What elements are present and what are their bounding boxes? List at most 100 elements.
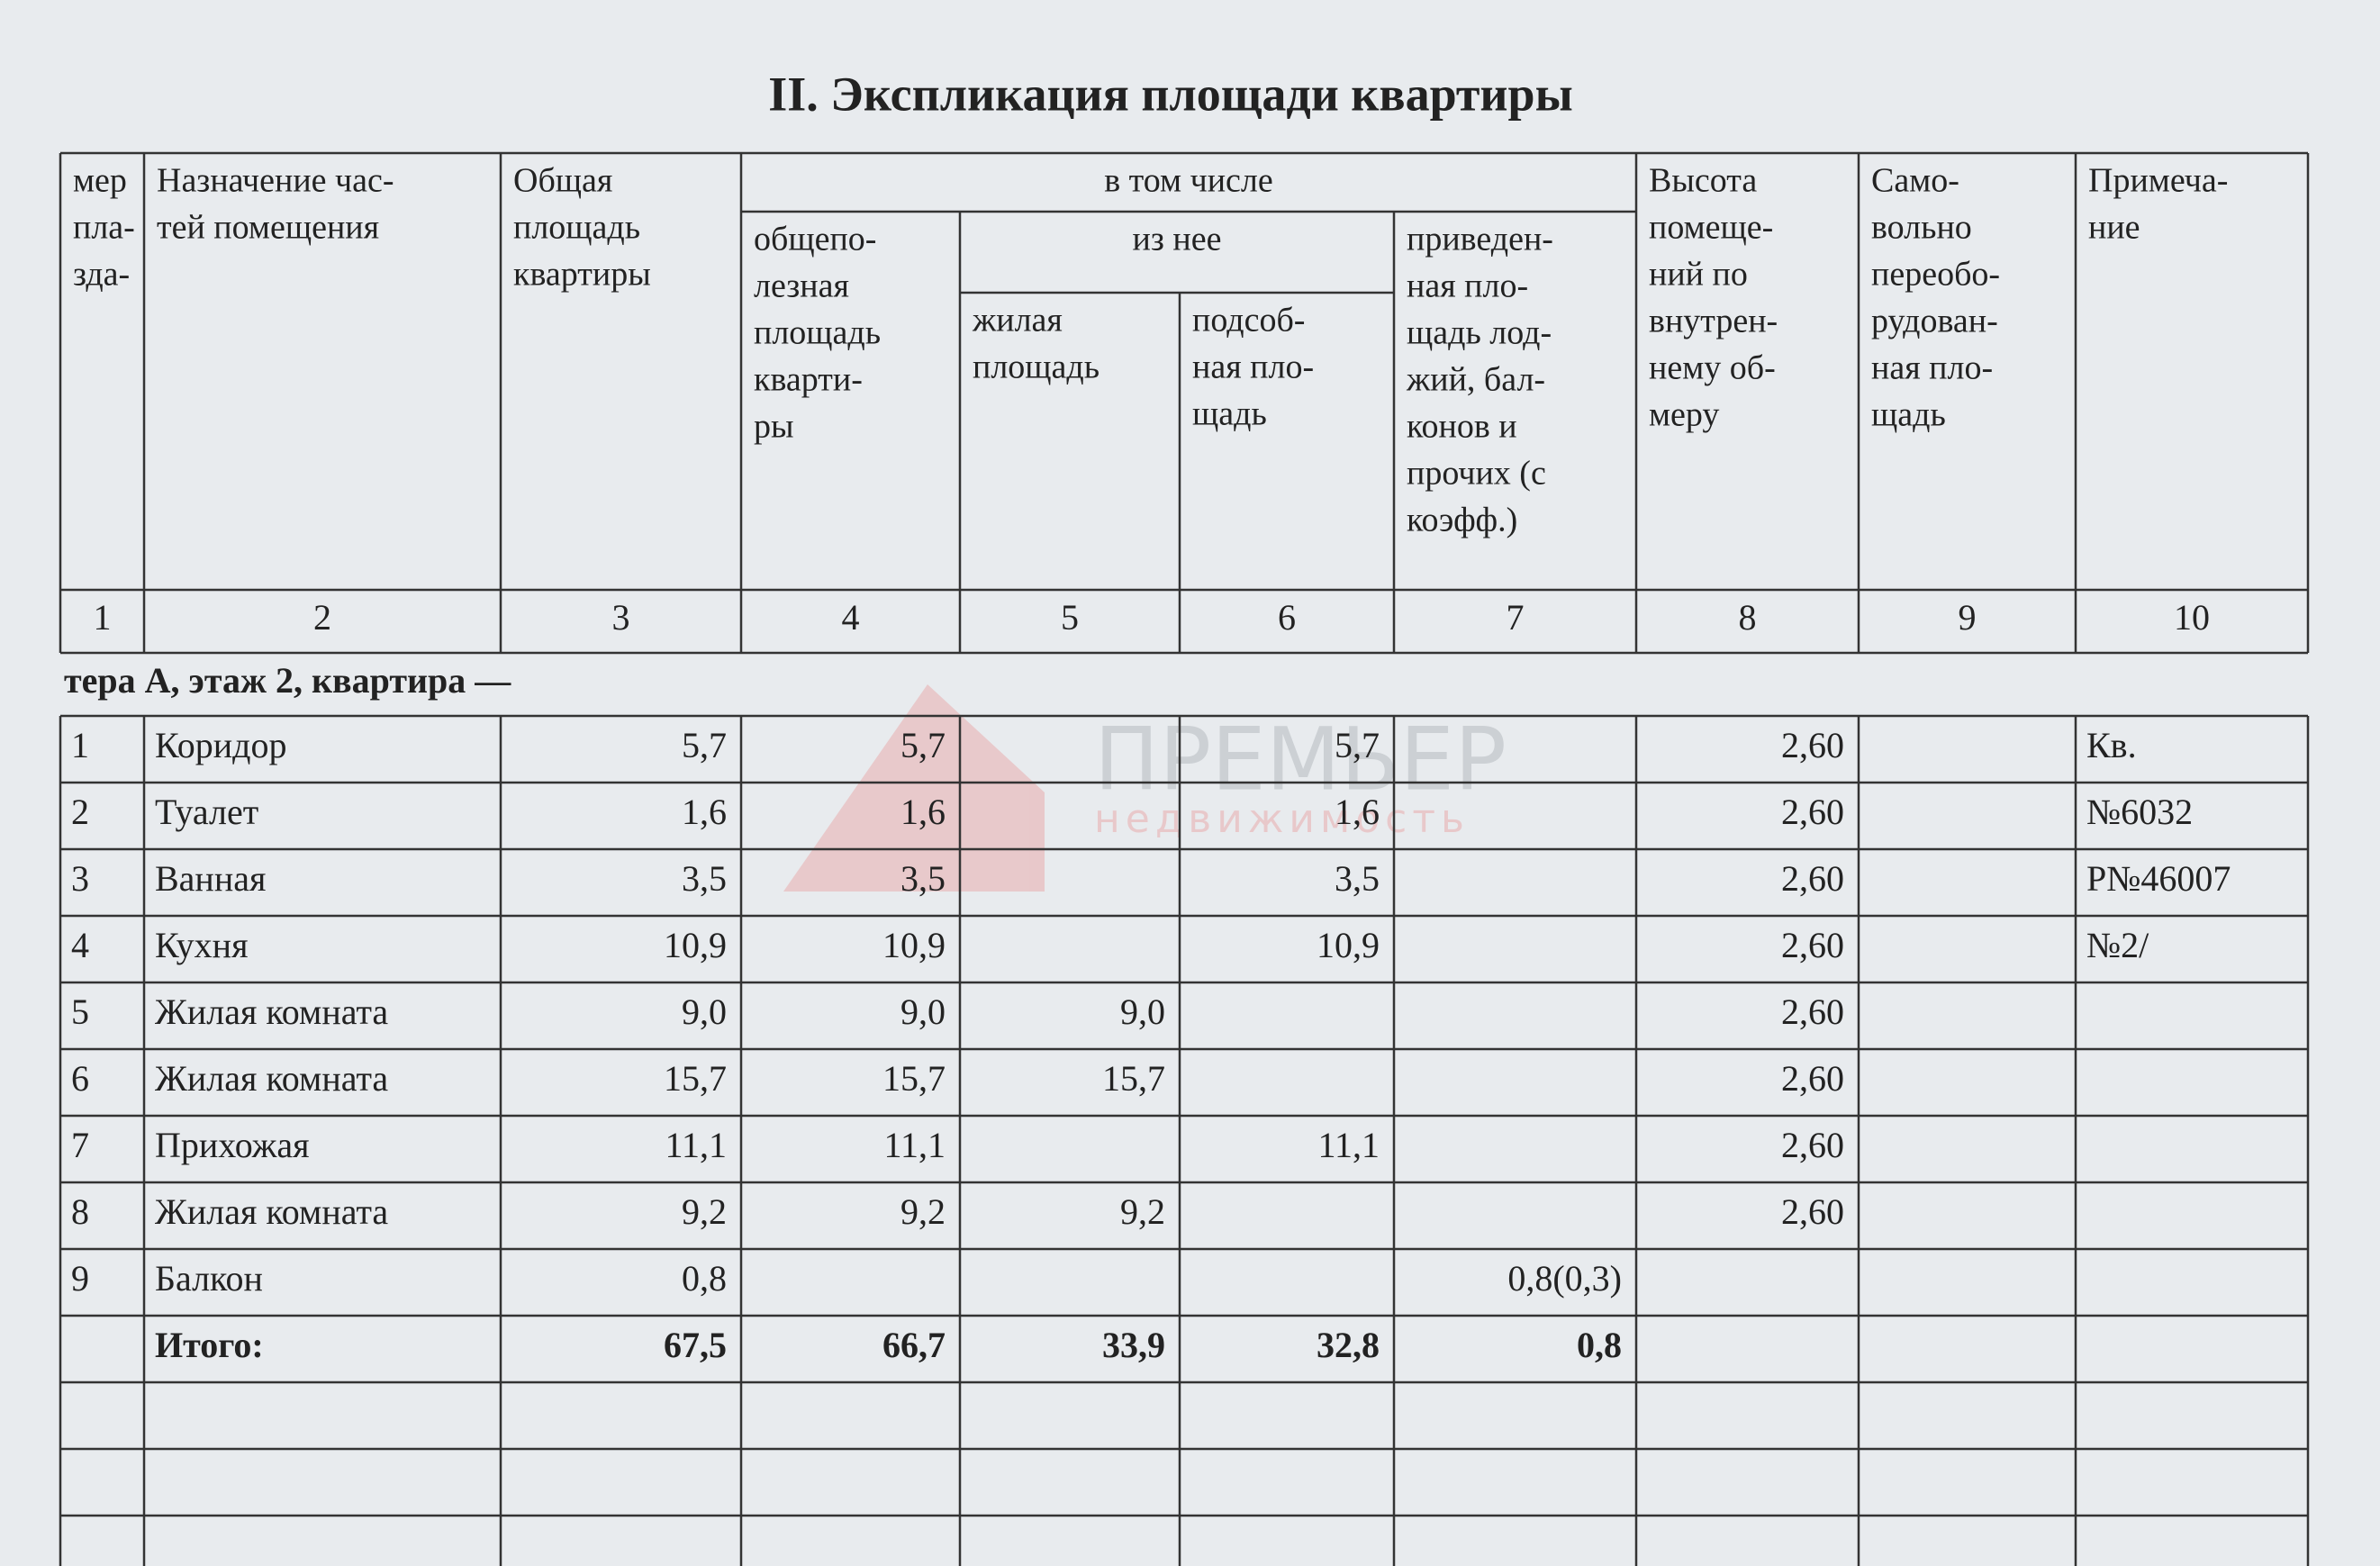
watermark-logo: [783, 684, 1045, 892]
cell-value: 0,8: [1577, 1325, 1622, 1365]
header-text: в том числе: [1104, 162, 1273, 200]
cell-value: 5: [71, 991, 89, 1032]
header-text: площадь: [973, 349, 1100, 386]
cell-value: 1,6: [900, 792, 946, 832]
watermark-tagline: недвижимость: [1094, 796, 1470, 842]
header-text: приведен-: [1407, 221, 1553, 258]
cell-value: 15,7: [882, 1058, 946, 1099]
header-text: ная пло-: [1407, 267, 1528, 305]
room-name: Кухня: [155, 925, 248, 965]
room-name: Жилая комната: [155, 1058, 388, 1099]
cell-value: 3,5: [682, 858, 727, 899]
cell-value: 9: [71, 1258, 89, 1299]
note: №6032: [2086, 792, 2193, 832]
column-number: 2: [313, 597, 331, 638]
section-label: тера А, этаж 2, квартира —: [64, 660, 511, 701]
cell-value: 32,8: [1317, 1325, 1380, 1365]
cell-value: 5,7: [900, 725, 946, 765]
cell-value: 8: [71, 1191, 89, 1232]
header-text: ние: [2088, 209, 2140, 247]
cell-value: 9,2: [900, 1191, 946, 1232]
header-text: Само-: [1871, 162, 1959, 200]
header-text: прочих (с: [1407, 455, 1546, 493]
header-text: ная пло-: [1192, 349, 1314, 386]
header-text: щадь: [1871, 396, 1946, 434]
header-text: переобо-: [1871, 256, 2000, 294]
cell-value: 1,6: [1335, 792, 1380, 832]
cell-value: 2,60: [1781, 1191, 1844, 1232]
cell-value: 2: [71, 792, 89, 832]
column-number: 5: [1061, 597, 1079, 638]
cell-value: 9,0: [1120, 991, 1165, 1032]
header-text: мер: [73, 162, 127, 200]
cell-value: 33,9: [1102, 1325, 1165, 1365]
cell-value: 9,2: [682, 1191, 727, 1232]
header-text: помеще-: [1649, 209, 1773, 247]
column-number: 6: [1278, 597, 1296, 638]
note: Кв.: [2086, 725, 2137, 765]
cell-value: 9,2: [1120, 1191, 1165, 1232]
room-name: Ванная: [155, 858, 266, 899]
cell-value: 2,60: [1781, 925, 1844, 965]
cell-value: 7: [71, 1125, 89, 1165]
header-text: щадь лод-: [1407, 314, 1552, 352]
cell-value: 15,7: [1102, 1058, 1165, 1099]
cell-value: 10,9: [1317, 925, 1380, 965]
column-number: 1: [94, 597, 112, 638]
header-text: площадь: [754, 314, 881, 352]
cell-value: 2,60: [1781, 1125, 1844, 1165]
header-text: коэфф.): [1407, 502, 1517, 539]
room-name: Жилая комната: [155, 991, 388, 1032]
header-text: тей помещения: [157, 209, 379, 247]
watermark: ПРЕМЬЕР недвижимость: [783, 684, 1507, 892]
cell-value: 11,1: [883, 1125, 946, 1165]
column-number: 9: [1959, 597, 1977, 638]
cell-value: 6: [71, 1058, 89, 1099]
header-text: квартиры: [513, 256, 651, 294]
column-number: 8: [1739, 597, 1757, 638]
column-number: 3: [612, 597, 630, 638]
cell-value: 66,7: [882, 1325, 946, 1365]
cell-value: 10,9: [664, 925, 727, 965]
header-text: лезная: [754, 267, 849, 305]
note: Р№46007: [2086, 858, 2231, 899]
column-number: 10: [2174, 597, 2210, 638]
header-text: подсоб-: [1192, 302, 1305, 339]
room-name: Итого:: [155, 1325, 264, 1365]
header-text: ная пло-: [1871, 349, 1993, 387]
header-text: из нее: [1133, 221, 1222, 258]
header-text: щадь: [1192, 395, 1267, 433]
note: №2/: [2086, 925, 2149, 965]
header-text: конов и: [1407, 408, 1517, 446]
cell-value: 3,5: [900, 858, 946, 899]
header-text: внутрен-: [1649, 303, 1778, 340]
header-text: меру: [1649, 396, 1719, 434]
cell-value: 4: [71, 925, 89, 965]
header-text: рудован-: [1871, 303, 1998, 340]
cell-value: 0,8: [682, 1258, 727, 1299]
header-text: кварти-: [754, 361, 863, 399]
room-name: Жилая комната: [155, 1191, 388, 1232]
room-name: Балкон: [155, 1258, 263, 1299]
cell-value: 11,1: [1317, 1125, 1380, 1165]
header-text: ний по: [1649, 256, 1748, 294]
cell-value: 9,0: [900, 991, 946, 1032]
header-text: ры: [754, 408, 794, 446]
cell-value: 3: [71, 858, 89, 899]
header-text: Общая: [513, 162, 612, 200]
cell-value: 9,0: [682, 991, 727, 1032]
column-number: 4: [842, 597, 860, 638]
cell-value: 10,9: [882, 925, 946, 965]
cell-value: 5,7: [682, 725, 727, 765]
header-text: нему об-: [1649, 349, 1776, 387]
cell-value: 1: [71, 725, 89, 765]
cell-value: 15,7: [664, 1058, 727, 1099]
room-name: Туалет: [155, 792, 258, 832]
cell-value: 67,5: [664, 1325, 727, 1365]
header-text: общепо-: [754, 221, 876, 258]
column-number: 7: [1507, 597, 1525, 638]
cell-value: 0,8(0,3): [1507, 1258, 1622, 1299]
cell-value: 2,60: [1781, 858, 1844, 899]
cell-value: 2,60: [1781, 725, 1844, 765]
